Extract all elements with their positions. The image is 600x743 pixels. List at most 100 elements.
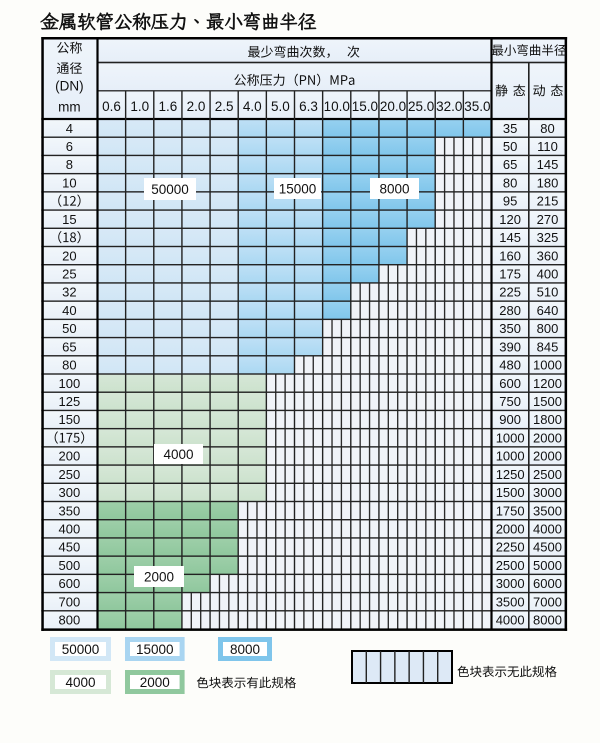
svg-text:480: 480 xyxy=(499,358,521,373)
svg-text:4000: 4000 xyxy=(533,522,562,537)
svg-text:700: 700 xyxy=(59,594,81,609)
svg-text:15000: 15000 xyxy=(136,642,174,657)
svg-text:450: 450 xyxy=(59,540,81,555)
svg-text:50: 50 xyxy=(62,321,76,336)
svg-text:4.0: 4.0 xyxy=(243,99,262,114)
svg-text:145: 145 xyxy=(537,157,559,172)
svg-text:50000: 50000 xyxy=(151,182,189,197)
svg-text:125: 125 xyxy=(59,394,81,409)
svg-text:6: 6 xyxy=(66,139,73,154)
svg-text:32.0: 32.0 xyxy=(436,99,462,114)
svg-text:2250: 2250 xyxy=(496,540,525,555)
svg-text:750: 750 xyxy=(499,394,521,409)
svg-text:3000: 3000 xyxy=(496,576,525,591)
svg-text:4500: 4500 xyxy=(533,540,562,555)
svg-text:1000: 1000 xyxy=(496,430,525,445)
svg-text:2500: 2500 xyxy=(533,467,562,482)
svg-text:50000: 50000 xyxy=(62,642,100,657)
svg-text:1800: 1800 xyxy=(533,412,562,427)
svg-text:400: 400 xyxy=(537,267,559,282)
svg-text:150: 150 xyxy=(59,412,81,427)
svg-text:15.0: 15.0 xyxy=(352,99,378,114)
svg-text:35.0: 35.0 xyxy=(464,99,490,114)
svg-text:3000: 3000 xyxy=(533,485,562,500)
svg-text:0.6: 0.6 xyxy=(102,99,121,114)
svg-text:2000: 2000 xyxy=(496,522,525,537)
svg-text:145: 145 xyxy=(499,230,521,245)
svg-text:7000: 7000 xyxy=(533,594,562,609)
svg-text:325: 325 xyxy=(537,230,559,245)
svg-text:120: 120 xyxy=(499,212,521,227)
svg-text:2500: 2500 xyxy=(496,558,525,573)
svg-text:5000: 5000 xyxy=(533,558,562,573)
svg-text:10.0: 10.0 xyxy=(324,99,350,114)
svg-text:2.5: 2.5 xyxy=(215,99,234,114)
svg-text:1500: 1500 xyxy=(533,394,562,409)
svg-text:845: 845 xyxy=(537,339,559,354)
svg-text:360: 360 xyxy=(537,248,559,263)
svg-text:40: 40 xyxy=(62,303,76,318)
svg-text:10: 10 xyxy=(62,175,76,190)
svg-text:110: 110 xyxy=(537,139,558,154)
svg-text:mm: mm xyxy=(58,100,81,115)
svg-text:20: 20 xyxy=(62,248,76,263)
svg-text:15: 15 xyxy=(62,212,76,227)
svg-text:800: 800 xyxy=(59,613,81,628)
svg-text:1000: 1000 xyxy=(533,358,562,373)
svg-text:1.0: 1.0 xyxy=(130,99,149,114)
svg-text:65: 65 xyxy=(62,339,76,354)
svg-text:4: 4 xyxy=(66,121,73,136)
svg-text:1200: 1200 xyxy=(533,376,562,391)
svg-text:35: 35 xyxy=(503,121,517,136)
svg-text:1750: 1750 xyxy=(496,503,525,518)
svg-text:95: 95 xyxy=(503,194,517,209)
svg-text:390: 390 xyxy=(499,339,521,354)
svg-text:6.3: 6.3 xyxy=(299,99,318,114)
svg-text:900: 900 xyxy=(499,412,521,427)
svg-text:3500: 3500 xyxy=(496,594,525,609)
svg-text:800: 800 xyxy=(537,321,559,336)
svg-text:160: 160 xyxy=(499,248,521,263)
svg-text:(DN): (DN) xyxy=(55,78,84,93)
svg-text:250: 250 xyxy=(59,467,81,482)
svg-text:300: 300 xyxy=(59,485,81,500)
svg-text:8000: 8000 xyxy=(230,642,260,657)
svg-text:2000: 2000 xyxy=(140,675,170,690)
svg-text:4000: 4000 xyxy=(496,613,525,628)
svg-text:225: 225 xyxy=(499,285,521,300)
svg-text:270: 270 xyxy=(537,212,559,227)
svg-text:400: 400 xyxy=(59,522,81,537)
svg-text:280: 280 xyxy=(499,303,521,318)
svg-text:600: 600 xyxy=(59,576,81,591)
svg-text:2000: 2000 xyxy=(533,430,562,445)
svg-text:32: 32 xyxy=(62,285,76,300)
svg-text:500: 500 xyxy=(59,558,81,573)
svg-text:1000: 1000 xyxy=(496,449,525,464)
svg-text:2.0: 2.0 xyxy=(187,99,206,114)
svg-text:4000: 4000 xyxy=(65,675,95,690)
svg-text:80: 80 xyxy=(503,175,517,190)
svg-text:200: 200 xyxy=(59,449,81,464)
svg-text:50: 50 xyxy=(503,139,517,154)
svg-text:25.0: 25.0 xyxy=(408,99,434,114)
svg-text:2000: 2000 xyxy=(144,569,174,584)
svg-text:1500: 1500 xyxy=(496,485,525,500)
svg-text:5.0: 5.0 xyxy=(271,99,290,114)
svg-text:215: 215 xyxy=(537,194,559,209)
svg-text:15000: 15000 xyxy=(279,181,317,196)
svg-text:6000: 6000 xyxy=(533,576,562,591)
svg-text:1250: 1250 xyxy=(496,467,525,482)
svg-text:100: 100 xyxy=(59,376,81,391)
svg-text:80: 80 xyxy=(62,358,76,373)
svg-text:180: 180 xyxy=(537,175,559,190)
svg-text:2000: 2000 xyxy=(533,449,562,464)
svg-text:25: 25 xyxy=(62,267,76,282)
svg-text:350: 350 xyxy=(59,503,81,518)
svg-text:640: 640 xyxy=(537,303,559,318)
svg-text:510: 510 xyxy=(537,285,559,300)
svg-text:8000: 8000 xyxy=(379,181,409,196)
svg-text:1.6: 1.6 xyxy=(158,99,177,114)
svg-text:175: 175 xyxy=(499,267,521,282)
svg-text:3500: 3500 xyxy=(533,503,562,518)
svg-text:350: 350 xyxy=(499,321,521,336)
